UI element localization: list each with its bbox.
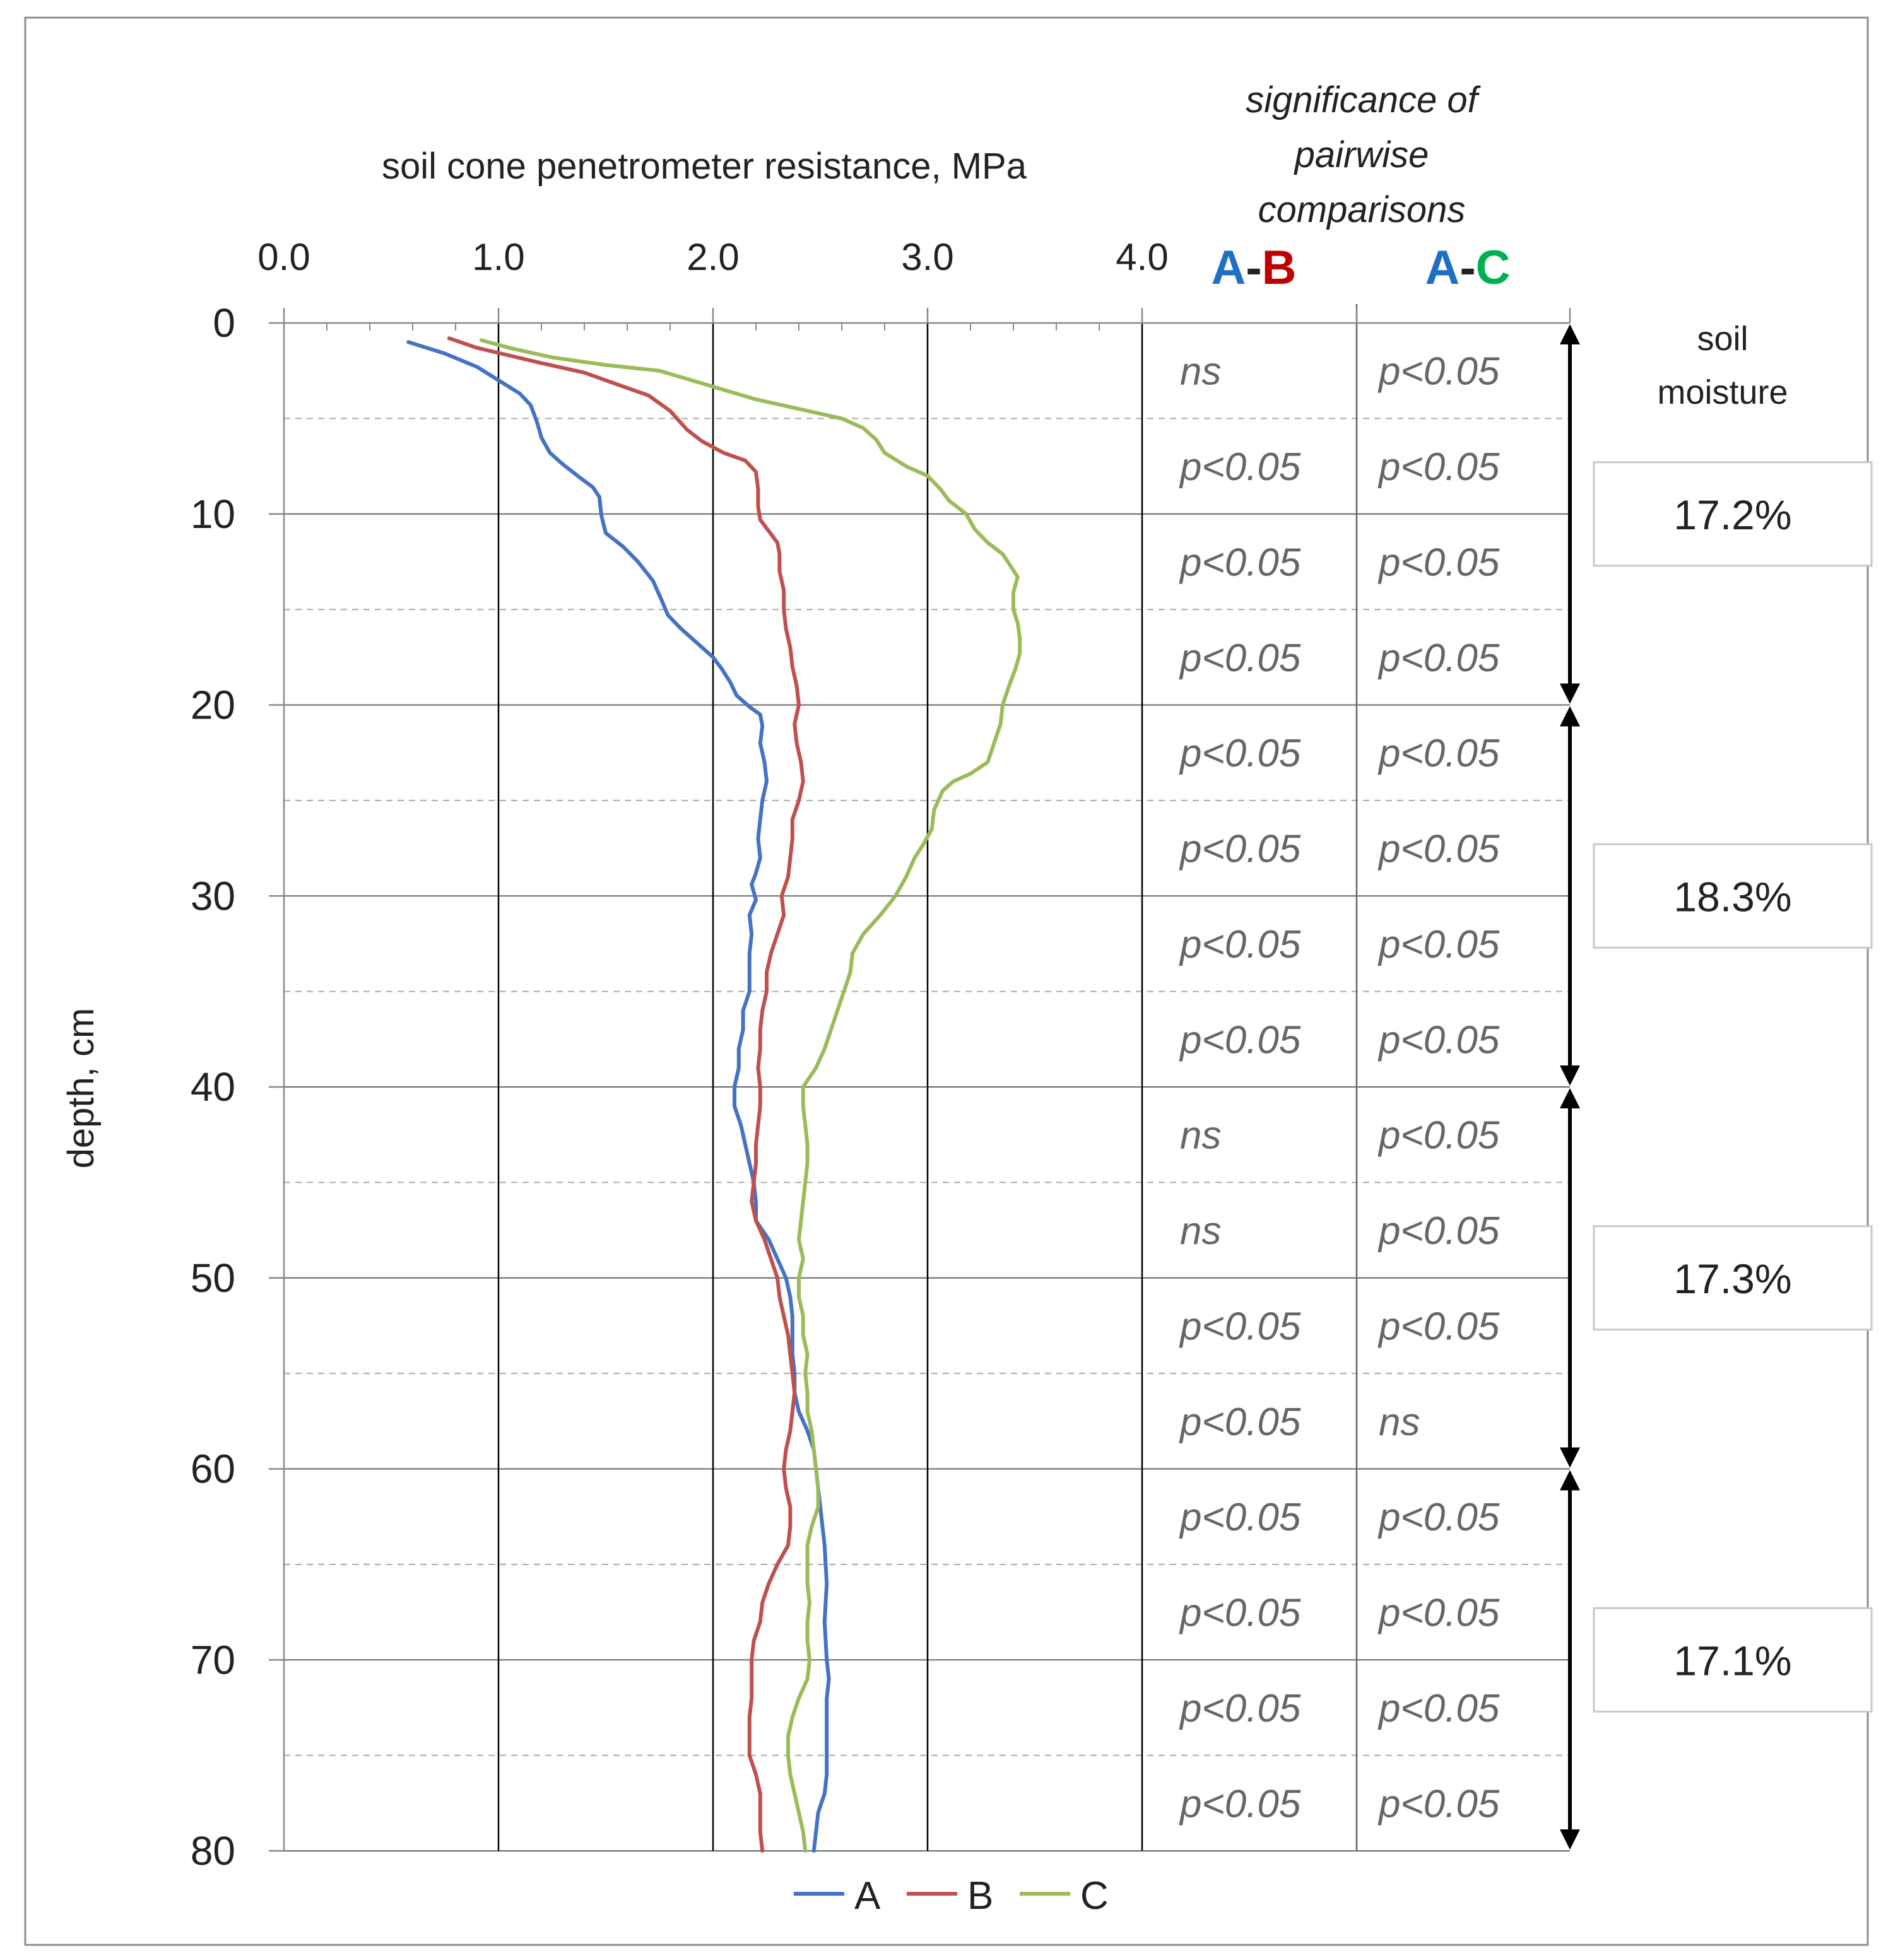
- cell-a-c-60-65: p<0.05: [1377, 1496, 1500, 1539]
- x-tick-label: 1.0: [472, 236, 524, 278]
- cell-a-c-75-80: p<0.05: [1377, 1782, 1500, 1826]
- cell-a-b-25-30: p<0.05: [1179, 828, 1301, 871]
- cell-a-c-20-25: p<0.05: [1377, 732, 1500, 775]
- chart-frame: [24, 16, 1869, 1946]
- series-line-c: [479, 338, 1022, 1853]
- moisture-value-40-60: 17.3%: [1673, 1255, 1791, 1302]
- y-tick-label: 70: [191, 1637, 235, 1682]
- moisture-value-20-40: 18.3%: [1673, 873, 1791, 920]
- cell-a-c-25-30: p<0.05: [1377, 828, 1500, 871]
- x-tick-label: 2.0: [687, 236, 739, 278]
- moisture-arrow-head-top-0-20: [1560, 324, 1580, 344]
- x-axis-title: soil cone penetrometer resistance, MPa: [382, 146, 1027, 187]
- cell-a-c-40-45: p<0.05: [1377, 1114, 1500, 1158]
- significance-table: ns p<0.05 p<0.05 p<0.05 p<0.05 p<0.05 p<0.05 p<…: [1179, 350, 1500, 1826]
- y-tick-label: 40: [191, 1064, 235, 1110]
- y-tick-label: 50: [191, 1255, 235, 1301]
- moisture-arrow-head-bottom-0-20: [1560, 683, 1580, 704]
- series-line-b: [447, 336, 805, 1853]
- cell-a-c-50-55: p<0.05: [1377, 1305, 1500, 1348]
- soil-moisture-label-line-1: soil: [1697, 320, 1748, 358]
- cell-a-b-10-15: p<0.05: [1179, 541, 1301, 584]
- y-tick-label: 10: [191, 491, 235, 537]
- cell-a-b-30-35: p<0.05: [1179, 923, 1301, 966]
- moisture-arrow-head-top-20-40: [1560, 706, 1580, 727]
- column-header-a-c-dash: -: [1459, 241, 1475, 295]
- moisture-box-60-80: [1593, 1607, 1873, 1713]
- cell-a-b-60-65: p<0.05: [1179, 1496, 1301, 1539]
- y-tick-label: 20: [191, 683, 235, 728]
- series-lines: [406, 336, 1022, 1853]
- soil-moisture-label-line-2: moisture: [1657, 373, 1788, 411]
- column-header-a-c-second: C: [1476, 241, 1511, 295]
- moisture-arrow-head-top-60-80: [1560, 1470, 1580, 1491]
- cell-a-c-0-5: p<0.05: [1377, 350, 1500, 394]
- moisture-arrow-head-top-40-60: [1560, 1088, 1580, 1108]
- cell-a-b-40-45: ns: [1180, 1114, 1221, 1158]
- moisture-box-0-20: [1593, 461, 1873, 567]
- significance-title-line-3: comparisons: [1258, 189, 1466, 230]
- legend-label-b: B: [967, 1874, 993, 1918]
- column-header-a-b-first: A: [1211, 241, 1246, 295]
- cell-a-b-20-25: p<0.05: [1179, 732, 1301, 775]
- cell-a-c-65-70: p<0.05: [1377, 1592, 1500, 1635]
- y-tick-label: 60: [191, 1447, 235, 1492]
- grid: [284, 304, 1570, 1851]
- moisture-box-20-40: [1593, 843, 1873, 949]
- moisture-arrow-head-bottom-40-60: [1560, 1447, 1580, 1468]
- cell-a-c-55-60: ns: [1379, 1400, 1420, 1444]
- column-header-a-b: A-B: [1211, 241, 1296, 295]
- cell-a-b-5-10: p<0.05: [1179, 445, 1301, 489]
- x-tick-label: 3.0: [901, 236, 953, 278]
- cell-a-b-55-60: p<0.05: [1179, 1400, 1301, 1444]
- cell-a-c-10-15: p<0.05: [1377, 541, 1500, 584]
- moisture-arrow-head-bottom-60-80: [1560, 1829, 1580, 1850]
- y-tick-label: 80: [191, 1828, 235, 1874]
- column-header-a-b-dash: -: [1246, 241, 1261, 295]
- cell-a-b-0-5: ns: [1180, 350, 1221, 394]
- moisture-value-0-20: 17.2%: [1673, 491, 1791, 538]
- cell-a-b-75-80: p<0.05: [1179, 1782, 1301, 1826]
- column-header-a-c-first: A: [1425, 241, 1459, 295]
- cell-a-b-15-20: p<0.05: [1179, 637, 1301, 680]
- cell-a-c-15-20: p<0.05: [1377, 637, 1500, 680]
- legend-label-c: C: [1080, 1874, 1109, 1918]
- column-header-a-c: A-C: [1425, 241, 1510, 295]
- legend: A B C: [794, 1874, 1109, 1918]
- moisture-box-40-60: [1593, 1225, 1873, 1331]
- cell-a-b-65-70: p<0.05: [1179, 1592, 1301, 1635]
- cell-a-c-35-40: p<0.05: [1377, 1018, 1500, 1062]
- axes: 0.0 1.0 2.0 3.0 4.0 0 10 20 30 40 50 60 70 80: [191, 236, 1571, 1874]
- column-header-a-b-second: B: [1262, 241, 1297, 295]
- moisture-arrow-head-bottom-20-40: [1560, 1065, 1580, 1086]
- cell-a-b-50-55: p<0.05: [1179, 1305, 1301, 1348]
- x-tick-label: 4.0: [1116, 236, 1168, 278]
- significance-title-line-2: pairwise: [1294, 134, 1429, 175]
- cell-a-c-70-75: p<0.05: [1377, 1687, 1500, 1730]
- significance-title-line-1: significance of: [1246, 79, 1481, 120]
- soil-moisture-layers: 17.2% 18.3% 17.3% 17.1%: [1560, 324, 1873, 1850]
- y-tick-label: 0: [213, 300, 235, 346]
- cell-a-b-45-50: ns: [1180, 1209, 1221, 1253]
- cell-a-b-35-40: p<0.05: [1179, 1018, 1301, 1062]
- cell-a-c-30-35: p<0.05: [1377, 923, 1500, 966]
- y-axis-title: depth, cm: [61, 1008, 102, 1169]
- cell-a-c-45-50: p<0.05: [1377, 1209, 1500, 1253]
- x-tick-label: 0.0: [257, 236, 310, 278]
- cell-a-c-5-10: p<0.05: [1377, 445, 1500, 489]
- moisture-value-60-80: 17.1%: [1673, 1637, 1791, 1684]
- legend-label-a: A: [854, 1874, 881, 1918]
- y-tick-label: 30: [191, 873, 235, 918]
- cell-a-b-70-75: p<0.05: [1179, 1687, 1301, 1730]
